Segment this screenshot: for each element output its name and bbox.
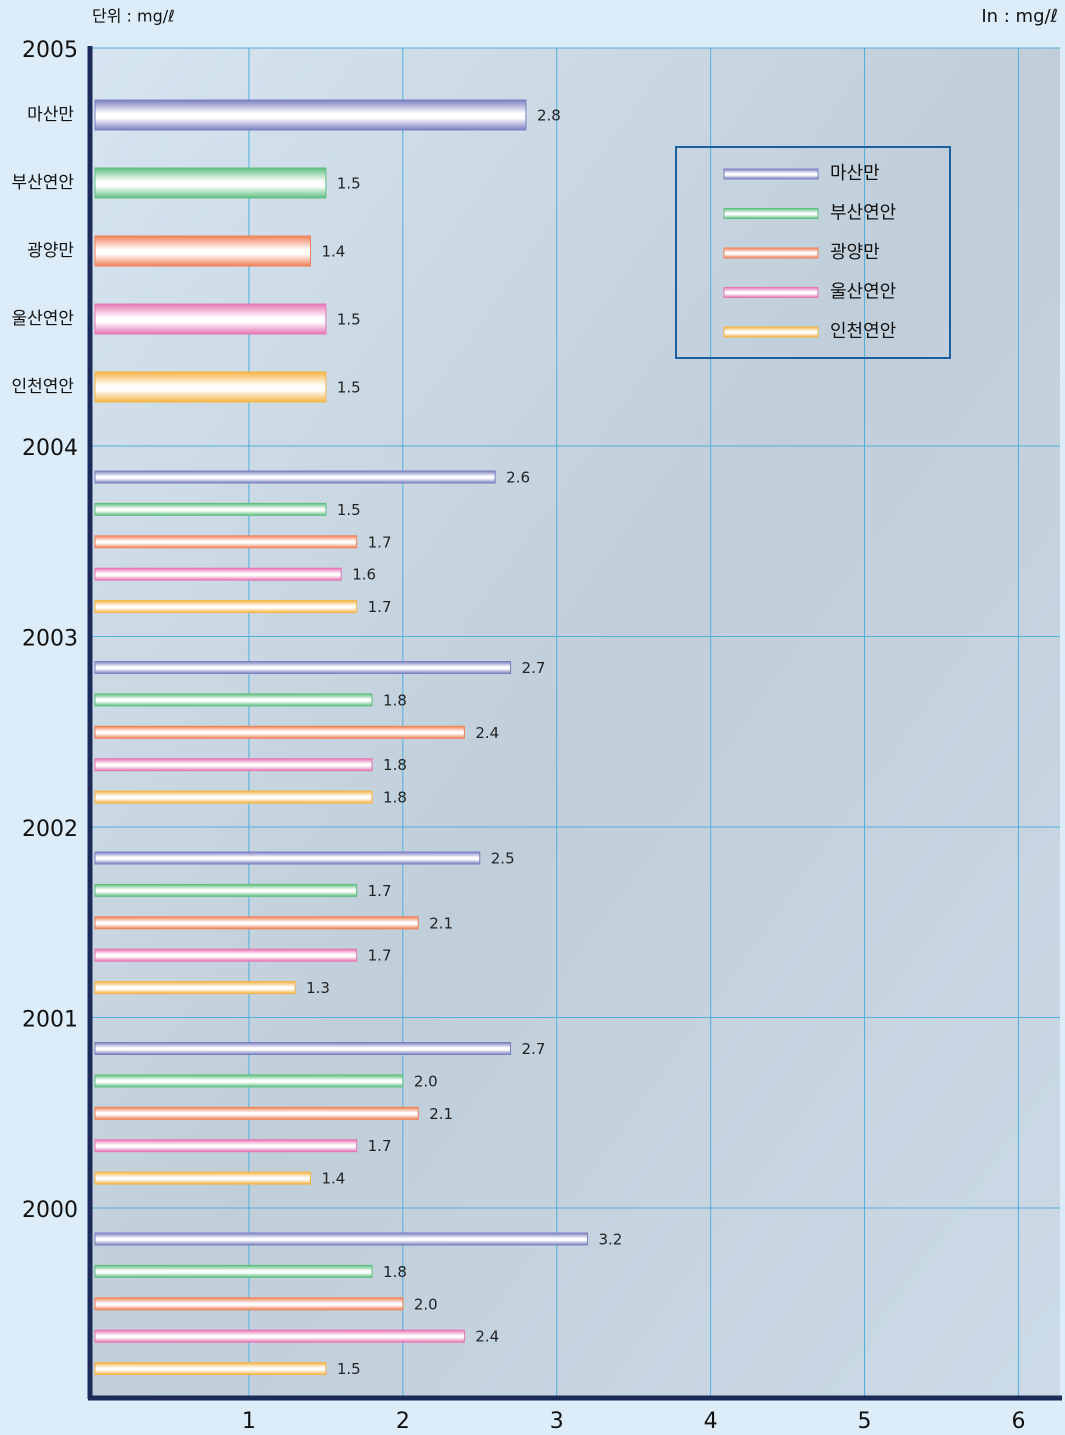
bar (94, 470, 496, 484)
legend-swatch (723, 168, 819, 180)
x-tick-label: 5 (858, 1409, 872, 1434)
bar (94, 916, 419, 930)
x-tick-label: 1 (242, 1409, 256, 1434)
data-label: 1.5 (337, 1360, 361, 1378)
data-label: 1.8 (383, 691, 407, 709)
bar (94, 535, 358, 549)
category-label: 2003 (22, 627, 78, 652)
legend-label: 울산연안 (830, 282, 896, 303)
data-label: 1.5 (337, 379, 361, 397)
data-label: 1.7 (368, 882, 392, 900)
data-label: 1.5 (337, 175, 361, 193)
bar (94, 371, 327, 403)
bar (94, 851, 481, 865)
data-label: 2.0 (414, 1295, 438, 1313)
bar (94, 1297, 404, 1311)
x-tick-label: 6 (1011, 1409, 1025, 1434)
legend-label: 광양만 (830, 242, 880, 263)
series-label: 인천연안 (11, 377, 74, 397)
data-label: 2.8 (537, 107, 561, 125)
data-label: 2.4 (475, 1328, 499, 1346)
bar (94, 99, 527, 131)
bar (94, 502, 327, 516)
bar (94, 883, 358, 897)
data-label: 3.2 (599, 1231, 623, 1249)
legend-swatch (723, 326, 819, 338)
data-label: 1.7 (368, 533, 392, 551)
legend-label: 부산연안 (830, 203, 896, 224)
bar (94, 167, 327, 199)
bar (94, 600, 358, 614)
data-label: 1.4 (321, 1170, 345, 1188)
legend-swatch (723, 208, 819, 219)
category-label: 2002 (22, 817, 78, 842)
data-label: 1.8 (383, 756, 407, 774)
bar (94, 1139, 358, 1153)
data-label: 1.7 (368, 1137, 392, 1155)
data-label: 1.5 (337, 311, 361, 329)
data-label: 2.5 (491, 850, 515, 868)
bar (94, 567, 342, 581)
category-label: 2004 (22, 436, 78, 461)
data-label: 1.7 (368, 598, 392, 616)
series-label: 마산만 (27, 105, 74, 125)
category-label: 2001 (22, 1008, 78, 1033)
category-label: 2000 (22, 1198, 78, 1223)
data-label: 1.6 (352, 566, 376, 584)
bar (94, 1106, 419, 1120)
legend-swatch (723, 287, 819, 298)
data-label: 2.7 (522, 1040, 546, 1058)
bar (94, 303, 327, 335)
bar (94, 790, 373, 804)
data-label: 2.1 (429, 1105, 453, 1123)
legend-box (675, 146, 951, 359)
legend-label: 인천연안 (830, 321, 896, 342)
unit-label: In : mg/ℓ (981, 6, 1058, 27)
data-label: 2.6 (506, 469, 530, 487)
bar (94, 1074, 404, 1088)
data-label: 1.8 (383, 789, 407, 807)
bar (94, 1232, 589, 1246)
x-tick-label: 4 (704, 1409, 718, 1434)
series-label: 광양만 (27, 241, 74, 261)
data-label: 1.5 (337, 501, 361, 519)
data-label: 2.4 (475, 724, 499, 742)
bar (94, 235, 311, 267)
data-label: 2.0 (414, 1072, 438, 1090)
bar (94, 758, 373, 772)
bar (94, 661, 512, 674)
data-label: 1.3 (306, 979, 330, 997)
series-label: 부산연안 (11, 173, 74, 193)
bar (94, 1329, 465, 1343)
bar (94, 725, 465, 739)
bar (94, 1362, 327, 1376)
bar (94, 1042, 512, 1055)
bar (94, 981, 296, 995)
bar (94, 948, 358, 962)
legend-label: 마산만 (830, 163, 880, 184)
data-label: 1.7 (368, 947, 392, 965)
bar (94, 1264, 373, 1278)
data-label: 2.7 (522, 659, 546, 677)
data-label: 1.4 (321, 243, 345, 261)
data-label: 1.8 (383, 1263, 407, 1281)
x-tick-label: 3 (550, 1409, 564, 1434)
series-label: 울산연안 (11, 309, 74, 329)
category-label: 2005 (22, 38, 78, 63)
data-label: 2.1 (429, 914, 453, 932)
legend-swatch (723, 247, 819, 259)
bar (94, 693, 373, 707)
x-tick-label: 2 (396, 1409, 410, 1434)
unit-label: 단위 : mg/ℓ (92, 7, 175, 26)
bar (94, 1171, 311, 1185)
